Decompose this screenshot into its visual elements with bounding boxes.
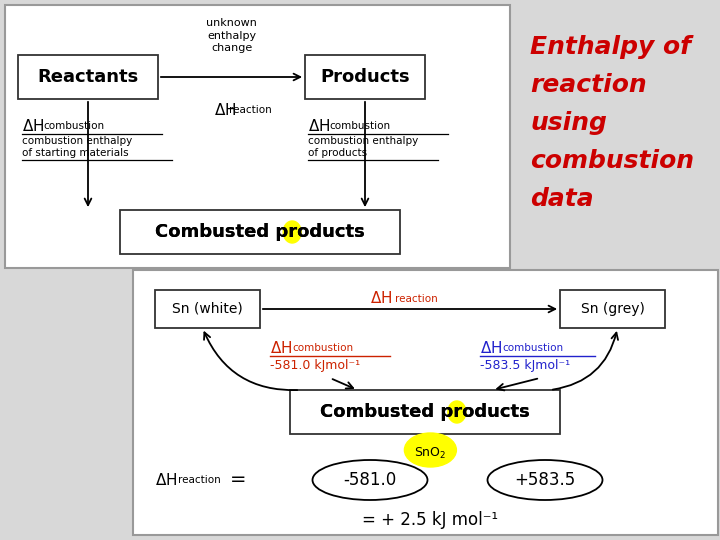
Text: of products: of products bbox=[308, 148, 367, 158]
Text: reaction: reaction bbox=[230, 105, 272, 115]
Text: -583.5 kJmol⁻¹: -583.5 kJmol⁻¹ bbox=[480, 359, 570, 372]
FancyBboxPatch shape bbox=[120, 210, 400, 254]
Text: reaction: reaction bbox=[395, 294, 438, 304]
Text: $\Delta$H: $\Delta$H bbox=[270, 340, 292, 356]
Text: using: using bbox=[530, 111, 607, 135]
Text: $\Delta$H: $\Delta$H bbox=[369, 290, 392, 306]
FancyBboxPatch shape bbox=[290, 390, 560, 434]
Text: =: = bbox=[230, 470, 246, 489]
Text: $\Delta$H: $\Delta$H bbox=[155, 472, 177, 488]
Text: reaction: reaction bbox=[178, 475, 221, 485]
Text: Sn (white): Sn (white) bbox=[172, 302, 243, 316]
Text: $\Delta$H: $\Delta$H bbox=[308, 118, 330, 134]
FancyBboxPatch shape bbox=[305, 55, 425, 99]
Text: Combusted products: Combusted products bbox=[155, 223, 365, 241]
Ellipse shape bbox=[283, 221, 301, 243]
FancyBboxPatch shape bbox=[18, 55, 158, 99]
Text: = + 2.5 kJ mol⁻¹: = + 2.5 kJ mol⁻¹ bbox=[362, 511, 498, 529]
Ellipse shape bbox=[448, 401, 466, 423]
FancyBboxPatch shape bbox=[133, 270, 718, 535]
Ellipse shape bbox=[487, 460, 603, 500]
Text: reaction: reaction bbox=[530, 73, 647, 97]
Text: SnO$_2$: SnO$_2$ bbox=[414, 446, 446, 461]
Text: -581.0 kJmol⁻¹: -581.0 kJmol⁻¹ bbox=[270, 359, 360, 372]
FancyBboxPatch shape bbox=[155, 290, 260, 328]
Text: Enthalpy of: Enthalpy of bbox=[530, 35, 691, 59]
Text: combustion: combustion bbox=[292, 343, 353, 353]
Text: -581.0: -581.0 bbox=[343, 471, 397, 489]
Text: $\Delta$H: $\Delta$H bbox=[480, 340, 503, 356]
Text: combustion enthalpy: combustion enthalpy bbox=[22, 136, 132, 146]
Text: $\Delta$H: $\Delta$H bbox=[22, 118, 45, 134]
Text: Combusted products: Combusted products bbox=[320, 403, 530, 421]
Text: combustion: combustion bbox=[43, 121, 104, 131]
Text: combustion enthalpy: combustion enthalpy bbox=[308, 136, 418, 146]
Ellipse shape bbox=[405, 433, 456, 467]
Text: +583.5: +583.5 bbox=[514, 471, 575, 489]
Text: combustion: combustion bbox=[329, 121, 390, 131]
Text: data: data bbox=[530, 187, 593, 211]
Text: $\Delta$H: $\Delta$H bbox=[214, 102, 236, 118]
Text: Combusted products: Combusted products bbox=[320, 403, 530, 421]
Text: Reactants: Reactants bbox=[37, 68, 139, 86]
Text: combustion: combustion bbox=[530, 149, 694, 173]
Text: combustion: combustion bbox=[502, 343, 563, 353]
Text: Sn (grey): Sn (grey) bbox=[580, 302, 644, 316]
Text: of starting materials: of starting materials bbox=[22, 148, 129, 158]
Text: Products: Products bbox=[320, 68, 410, 86]
FancyBboxPatch shape bbox=[5, 5, 510, 268]
Text: unknown
enthalpy
change: unknown enthalpy change bbox=[206, 18, 257, 53]
Ellipse shape bbox=[312, 460, 428, 500]
Text: Combusted products: Combusted products bbox=[155, 223, 365, 241]
FancyBboxPatch shape bbox=[560, 290, 665, 328]
